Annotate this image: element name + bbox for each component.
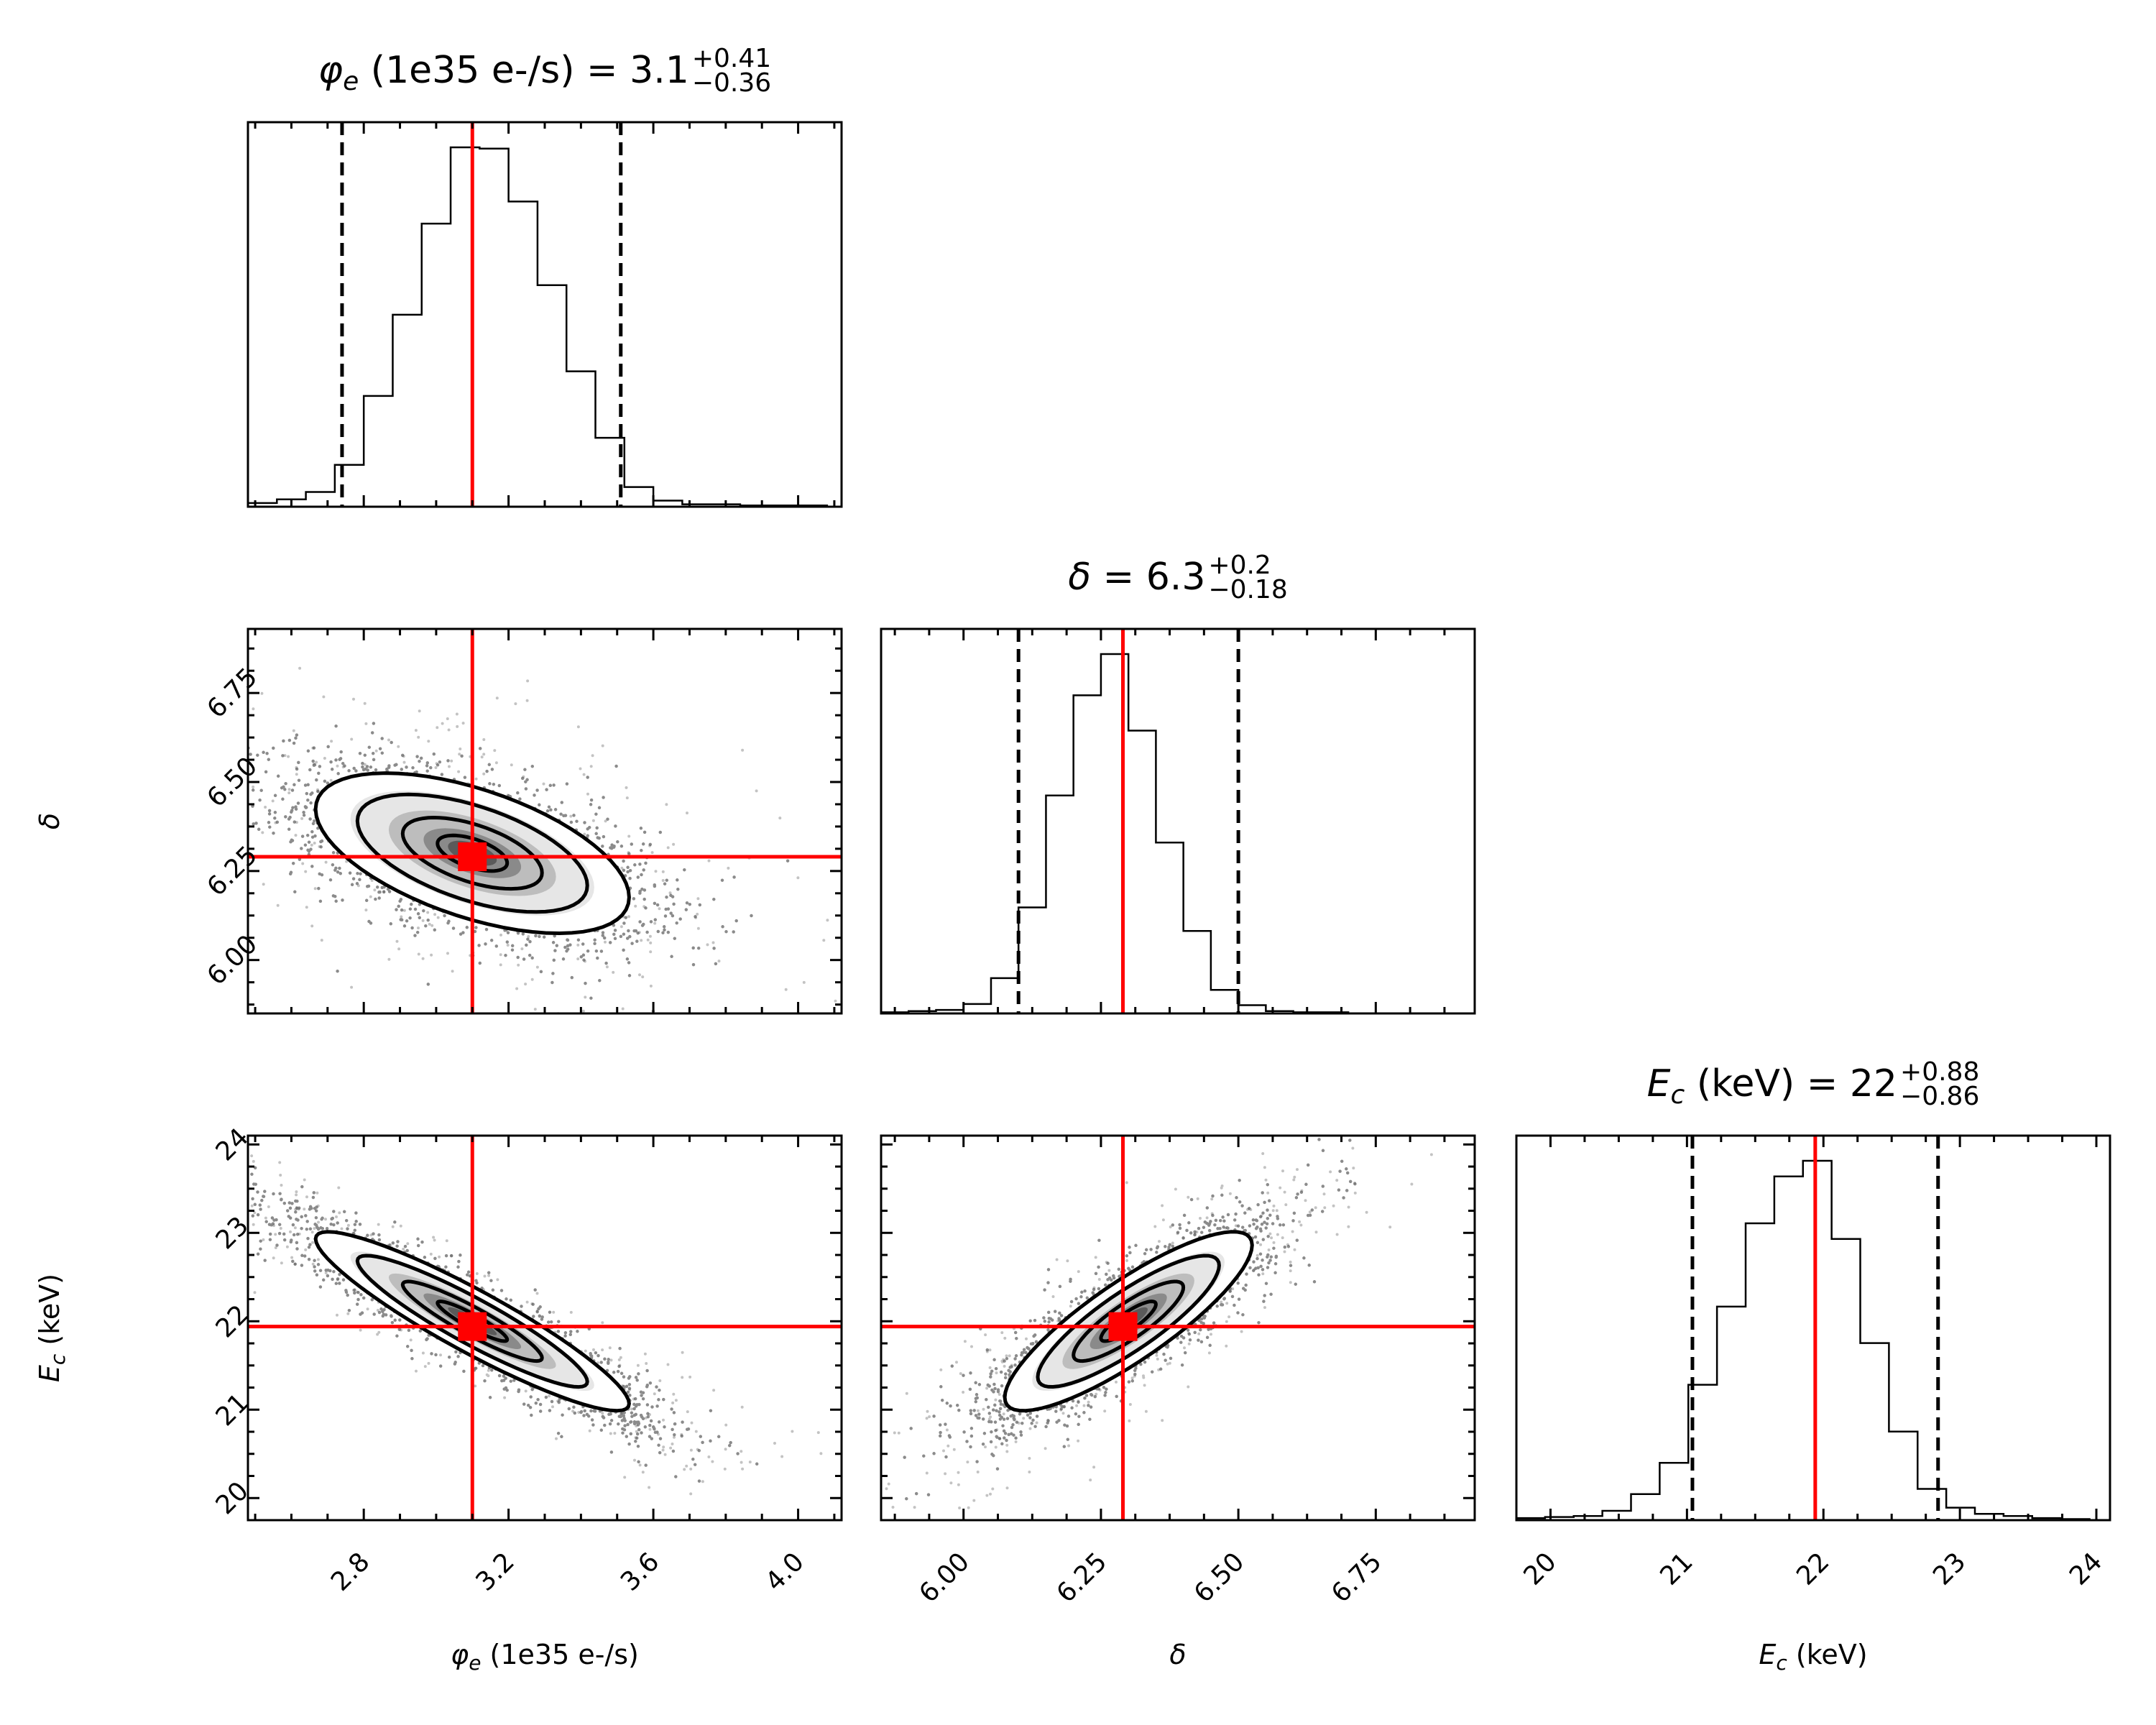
title-minus: −0.36 [692, 68, 771, 98]
contour-line [355, 792, 589, 914]
hist-panel-delta [880, 627, 1476, 1015]
axis-symbol: φ [451, 1639, 469, 1670]
axis-label-rest: (keV) [34, 1274, 65, 1354]
contour-line [1099, 1300, 1158, 1343]
hist-panel-bg [881, 629, 1475, 1013]
panels [247, 121, 2111, 1522]
axis-label-rest: (1e35 e-/s) [481, 1639, 638, 1670]
axis-symbol: δ [1169, 1639, 1186, 1670]
truth-marker [1108, 1312, 1138, 1341]
contour-line [355, 1254, 589, 1389]
title-plus: +0.88 [1900, 1057, 1979, 1087]
pair-panel-phi-ec [247, 1134, 843, 1522]
title-symbol: δ [1068, 556, 1091, 599]
axis-label-rest: (keV) [1787, 1639, 1868, 1670]
panel-title-phi: φe (1e35 e-/s) = 3.1 [318, 49, 689, 96]
axis-subscript: c [1776, 1651, 1787, 1675]
hist-step [247, 146, 829, 507]
hist-panel-bg [1516, 1136, 2110, 1520]
title-minus: −0.18 [1208, 575, 1287, 604]
x-axis-label-phi: φe (1e35 e-/s) [451, 1639, 639, 1675]
hist-panel-ec [1515, 1134, 2111, 1522]
pair-frame [880, 1134, 1476, 1522]
pair-contents [881, 1136, 1475, 1520]
contour-line [1036, 1254, 1221, 1389]
title-plus: +0.41 [692, 44, 771, 73]
y-axis-label-delta: δ [34, 813, 65, 829]
contour-line [313, 1230, 631, 1413]
title-text: (keV) = 22 [1685, 1062, 1897, 1105]
axis-symbol: E [34, 1365, 65, 1382]
pair-contents [248, 1136, 842, 1520]
contour-line [1072, 1279, 1186, 1363]
contour-line [400, 815, 544, 891]
truth-marker [458, 1312, 487, 1341]
title-symbol: E [1647, 1062, 1671, 1105]
axis-subscript: c [46, 1353, 70, 1365]
title-minus: −0.86 [1900, 1082, 1979, 1111]
truth-marker [458, 842, 487, 872]
contour-line [436, 833, 510, 873]
axis-symbol: E [1759, 1639, 1776, 1670]
hist-frame [880, 627, 1476, 1015]
panel-title-delta: δ = 6.3 [1068, 556, 1205, 599]
panel-title-ec: Ec (keV) = 22 [1647, 1062, 1897, 1110]
hist-frame [1515, 1134, 2111, 1522]
title-symbol: φ [318, 49, 343, 92]
title-text: = 6.3 [1091, 556, 1205, 599]
hist-panel-phi [247, 121, 843, 508]
axis-symbol: δ [34, 813, 65, 829]
hist-step [1515, 1159, 2091, 1520]
title-text: (1e35 e-/s) = 3.1 [359, 49, 689, 92]
contour-line [313, 771, 631, 936]
title-subscript: e [343, 67, 359, 96]
contour-line [1003, 1230, 1254, 1413]
axis-subscript: e [469, 1651, 481, 1675]
hist-panel-bg [248, 122, 842, 507]
pair-panel-phi-delta [247, 627, 843, 1015]
x-axis-label-ec: Ec (keV) [1759, 1639, 1867, 1675]
pair-panel-delta-ec [880, 1134, 1476, 1522]
y-axis-label-ec: Ec (keV) [34, 1274, 70, 1382]
x-axis-label-delta: δ [1169, 1639, 1186, 1670]
pair-contents [248, 629, 842, 1013]
contour-line [436, 1300, 510, 1343]
title-subscript: c [1671, 1080, 1685, 1110]
title-plus: +0.2 [1208, 551, 1271, 580]
